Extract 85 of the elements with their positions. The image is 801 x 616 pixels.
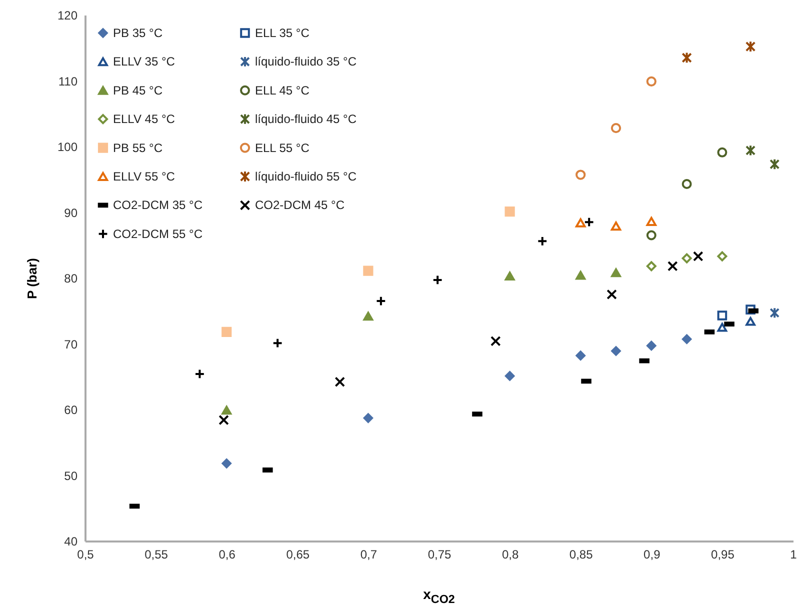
point [682,179,692,189]
x-tick-label: 0,85 [569,548,594,562]
legend-label: líquido-fluido 45 °C [255,112,357,126]
point [610,222,622,231]
x-tick-label: 0,8 [502,548,519,562]
y-tick-label: 100 [57,140,78,154]
point [682,253,692,264]
legend-label: ELLV 35 °C [113,54,176,69]
point [692,251,704,262]
point [745,144,756,156]
point [334,376,346,388]
point [646,216,656,226]
point [222,326,232,337]
point [584,216,594,228]
legend-label: líquido-fluido 35 °C [255,54,357,69]
point [646,261,656,272]
point [222,458,232,468]
legend-label: líquido-fluido 55 °C [255,170,357,184]
y-tick-label: 110 [58,74,78,88]
x-tick-label: 0,95 [711,548,735,562]
point [717,147,728,158]
point [576,218,586,228]
point [646,340,656,351]
x-tick-label: 1 [790,548,798,562]
legend-label: CO2-DCM 55 °C [113,226,203,241]
point [218,414,229,426]
point [537,236,548,246]
point [504,371,515,381]
point [611,268,621,278]
y-tick-label: 120 [57,8,78,22]
y-tick-label: 50 [64,468,78,483]
legend-label: ELLV 55 °C [113,170,176,184]
x-tick-label: 0,7 [360,548,378,562]
point [682,52,692,64]
point [610,123,622,134]
point [363,413,374,423]
x-axis-title: x$_{CO2}$ [422,586,456,606]
point [646,230,656,240]
x-tick-label: 0,5 [77,548,94,562]
x-tick-label: 0,9 [644,548,661,562]
point [667,261,678,272]
point [611,346,621,356]
y-tick-label: 40 [64,534,78,548]
y-tick-label: 60 [64,403,78,417]
legend-label: ELL 55 °C [255,140,310,155]
point [363,266,374,276]
x-tick-label: 0,6 [218,548,236,562]
point [272,338,283,348]
y-axis-title: P (bar) [24,258,40,299]
point [770,158,780,170]
point [717,251,728,262]
point [576,170,586,180]
point [717,310,728,320]
legend-label: PB 35 °C [113,26,163,40]
point [606,289,617,300]
point [194,368,205,380]
legend-label: PB 55 °C [113,140,163,155]
point [490,336,501,346]
point [717,322,728,332]
y-tick-label: 70 [64,337,78,352]
point [376,296,386,306]
x-tick-label: 0,65 [286,548,310,562]
point [432,274,443,286]
point [745,40,756,53]
x-tick-label: 0,55 [144,548,168,562]
point [363,312,374,321]
point [504,272,515,280]
y-tick-label: 80 [64,272,78,286]
legend-label: ELL 35 °C [255,26,310,40]
legend-label: ELL 45 °C [255,83,310,98]
legend-label: CO2-DCM 35 °C [113,198,203,212]
point [746,304,756,314]
point [646,76,656,86]
point [770,307,780,319]
y-tick-label: 90 [64,206,78,220]
legend-label: PB 45 °C [113,83,163,98]
point [222,406,232,415]
point [504,206,515,217]
point [576,270,586,280]
x-tick-label: 0,75 [428,548,452,562]
point [682,334,692,344]
point [746,317,756,326]
legend-label: ELLV 45 °C [113,112,176,126]
legend-label: CO2-DCM 45 °C [255,198,345,212]
point [576,350,586,360]
